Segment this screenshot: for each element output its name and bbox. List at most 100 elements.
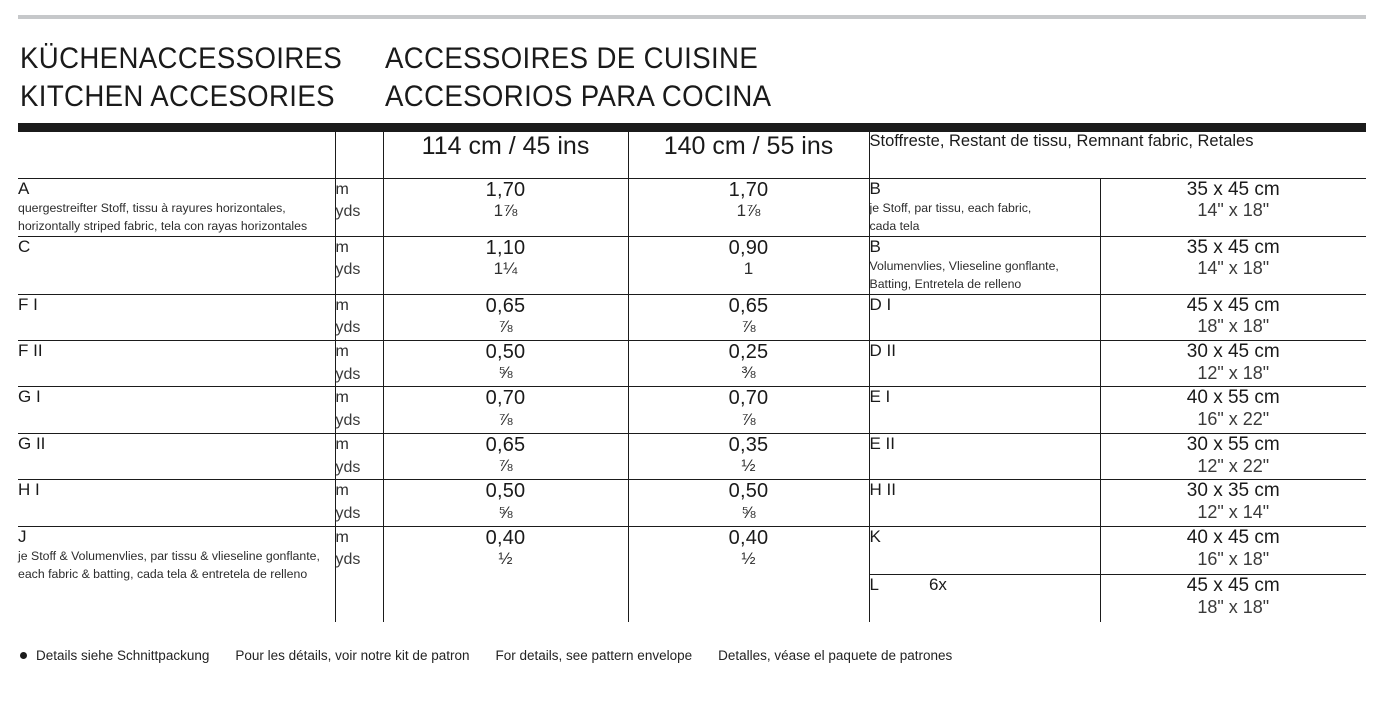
remnant-desc-L: L 6x <box>868 574 1100 623</box>
bullet-icon <box>20 652 27 659</box>
table-row: A quergestreifter Stoff, tissu à rayures… <box>18 178 1366 237</box>
row-units-J: m yds <box>334 526 383 623</box>
size-cm: 40 x 55 cm <box>1186 387 1280 409</box>
size-cm: 30 x 35 cm <box>1186 480 1280 502</box>
remnant-size-A: 35 x 45 cm 14" x 18" <box>1099 178 1366 237</box>
remnant-desc-FII: D II <box>868 340 1100 388</box>
value-meters: 0,50 <box>485 340 526 363</box>
value-meters: 0,90 <box>728 236 769 259</box>
value-yards: 1⅞ <box>736 200 761 220</box>
row-code: G II <box>18 433 46 453</box>
value-meters: 0,70 <box>485 387 526 410</box>
row-code: F II <box>18 340 43 360</box>
value-meters: 1,70 <box>485 178 526 201</box>
title-en: KITCHEN ACCESORIES <box>20 80 335 113</box>
header-blank-desc <box>18 132 335 179</box>
row-value-114-GII: 0,65 ⅞ <box>382 433 628 481</box>
size-inches: 14" x 18" <box>1197 258 1270 279</box>
value-meters: 0,65 <box>485 433 526 456</box>
value-yards: ⅝ <box>741 502 756 522</box>
row-value-114-HI: 0,50 ⅝ <box>382 479 628 527</box>
row-value-114-C: 1,10 1¼ <box>382 236 628 295</box>
remnant-size-L: 45 x 45 cm 18" x 18" <box>1099 574 1366 623</box>
remnant-size-C: 35 x 45 cm 14" x 18" <box>1099 236 1366 295</box>
unit-imperial: yds <box>335 412 361 430</box>
row-value-140-FII: 0,25 ⅜ <box>627 340 869 388</box>
header-width-114: 114 cm / 45 ins <box>382 132 628 179</box>
remnant-size-FI: 45 x 45 cm 18" x 18" <box>1099 294 1366 341</box>
size-cm: 45 x 45 cm <box>1186 574 1280 596</box>
table-header-row: 114 cm / 45 ins 140 cm / 55 ins Stoffres… <box>18 132 1366 179</box>
footer-note-es: Detalles, véase el paquete de patrones <box>718 648 953 663</box>
row-value-140-C: 0,90 1 <box>627 236 869 295</box>
remnant-desc-HII: H II <box>868 479 1100 527</box>
unit-imperial: yds <box>335 551 361 569</box>
row-desc-FI: F I <box>18 294 335 341</box>
value-yards: 1⅞ <box>493 200 518 220</box>
row-desc-A: A quergestreifter Stoff, tissu à rayures… <box>18 178 335 237</box>
unit-metric: m <box>335 296 349 314</box>
value-yards: 1¼ <box>493 258 518 278</box>
value-yards: ½ <box>498 549 513 569</box>
row-units-C: m yds <box>334 236 383 295</box>
size-cm: 45 x 45 cm <box>1186 294 1280 316</box>
remnant-code: L 6x <box>870 575 1100 595</box>
row-units-GII: m yds <box>334 433 383 481</box>
row-desc-GI: G I <box>18 386 335 434</box>
row-value-114-FII: 0,50 ⅝ <box>382 340 628 388</box>
table-row: H I m yds 0,50 ⅝ 0,50 ⅝ H II 3 <box>18 479 1366 527</box>
row-value-114-A: 1,70 1⅞ <box>382 178 628 237</box>
title-row-1: KÜCHENACCESSOIRES ACCESSOIRES DE CUISINE <box>20 42 1360 80</box>
remnant-code: E II <box>869 433 896 453</box>
row-code: H I <box>18 480 40 500</box>
footer-note-de: Details siehe Schnittpackung <box>36 648 210 663</box>
value-meters: 0,40 <box>485 526 526 549</box>
unit-imperial: yds <box>335 504 361 522</box>
row-desc-line: quergestreifter Stoff, tissu à rayures h… <box>18 201 286 216</box>
remnant-code: D II <box>869 340 896 360</box>
size-inches: 16" x 18" <box>1197 548 1270 569</box>
value-yards: ⅞ <box>498 409 513 429</box>
remnant-desc-line: je Stoff, par tissu, each fabric, <box>869 201 1032 216</box>
value-meters: 0,25 <box>728 340 769 363</box>
header-remnant: Stoffreste, Restant de tissu, Remnant fa… <box>868 132 1366 179</box>
size-inches: 12" x 14" <box>1197 502 1270 523</box>
size-inches: 18" x 18" <box>1197 596 1270 617</box>
value-meters: 0,70 <box>728 387 769 410</box>
remnant-code: D I <box>869 294 892 314</box>
remnant-multiplier: 6x <box>928 574 947 594</box>
row-value-140-A: 1,70 1⅞ <box>627 178 869 237</box>
table-row: L 6x 45 x 45 cm 18" x 18" <box>18 574 1366 623</box>
size-inches: 14" x 18" <box>1197 200 1270 221</box>
remnant-code: E I <box>869 387 891 407</box>
top-divider-rule <box>18 15 1366 19</box>
row-code: J <box>18 526 27 546</box>
title-es: ACCESORIOS PARA COCINA <box>385 80 772 113</box>
table-row: G II m yds 0,65 ⅞ 0,35 ½ E II <box>18 433 1366 481</box>
value-yards: ⅜ <box>741 363 756 383</box>
unit-imperial: yds <box>335 261 361 279</box>
size-inches: 18" x 18" <box>1197 316 1270 337</box>
row-desc-FII: F II <box>18 340 335 388</box>
row-value-140-GI: 0,70 ⅞ <box>627 386 869 434</box>
value-yards: ⅞ <box>741 409 756 429</box>
value-meters: 1,70 <box>728 178 769 201</box>
value-meters: 0,50 <box>485 480 526 503</box>
size-cm: 30 x 45 cm <box>1186 340 1280 362</box>
value-meters: 1,10 <box>485 236 526 259</box>
table-row: J je Stoff & Volumenvlies, par tissu & v… <box>18 526 1366 623</box>
remnant-desc-line: cada tela <box>869 219 920 234</box>
value-yards: ½ <box>741 456 756 476</box>
value-yards: 1 <box>743 258 754 278</box>
row-units-A: m yds <box>334 178 383 237</box>
size-inches: 12" x 22" <box>1197 455 1270 476</box>
unit-metric: m <box>335 482 349 500</box>
remnant-desc-C: B Volumenvlies, Vlieseline gonflante, Ba… <box>868 236 1100 295</box>
unit-imperial: yds <box>335 319 361 337</box>
row-value-140-GII: 0,35 ½ <box>627 433 869 481</box>
footer-note: Details siehe Schnittpackung Pour les dé… <box>20 648 952 663</box>
remnant-size-GII: 30 x 55 cm 12" x 22" <box>1099 433 1366 481</box>
row-code: A <box>18 178 30 198</box>
remnant-desc-A: B je Stoff, par tissu, each fabric, cada… <box>868 178 1100 237</box>
row-code: G I <box>18 387 41 407</box>
